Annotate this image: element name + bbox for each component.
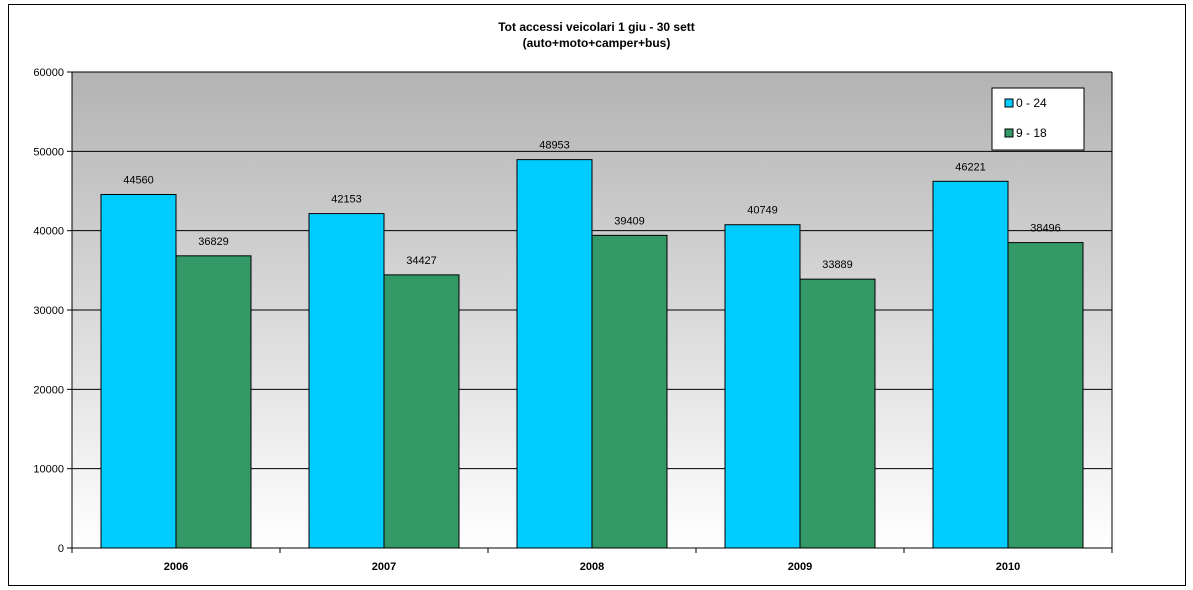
- x-tick-label: 2009: [788, 561, 812, 573]
- y-tick-label: 50000: [33, 146, 64, 158]
- data-label: 39409: [614, 215, 645, 227]
- legend-swatch: [1004, 98, 1014, 108]
- chart-title-line1: Tot accessi veicolari 1 giu - 30 sett: [498, 20, 695, 34]
- legend-label: 0 - 24: [1016, 96, 1047, 110]
- legend-label: 9 - 18: [1016, 126, 1047, 140]
- bar: [308, 213, 385, 549]
- data-label: 46221: [955, 161, 986, 173]
- legend-swatch: [1004, 128, 1014, 138]
- x-tick-label: 2008: [580, 561, 604, 573]
- bar: [516, 159, 593, 549]
- x-tick-label: 2010: [996, 561, 1020, 573]
- data-label: 36829: [198, 236, 229, 248]
- y-tick-label: 20000: [33, 384, 64, 396]
- data-label: 44560: [123, 174, 154, 186]
- bar: [383, 274, 460, 549]
- data-label: 42153: [331, 194, 362, 206]
- bars: 44560 36829 42153 34427 48953 39409 40749 33889…: [100, 140, 1084, 549]
- data-label: 33889: [822, 259, 853, 271]
- data-label: 48953: [539, 140, 570, 152]
- y-tick-label: 30000: [33, 305, 64, 317]
- legend: 0 - 24 9 - 18: [991, 87, 1085, 151]
- data-label: 38496: [1030, 223, 1061, 235]
- axes: 0 10000 20000 30000 40000 50000 60000 2006 2007 2…: [33, 67, 1113, 573]
- bar: [100, 193, 177, 549]
- data-label: 40749: [747, 205, 778, 217]
- data-label: 34427: [406, 255, 437, 267]
- chart-title-line2: (auto+moto+camper+bus): [522, 36, 671, 50]
- bar: [799, 278, 876, 549]
- bar: [932, 180, 1009, 549]
- bar: [175, 255, 252, 549]
- chart-title: Tot accessi veicolari 1 giu - 30 sett (a…: [0, 19, 1193, 51]
- y-tick-label: 40000: [33, 226, 64, 238]
- y-tick-label: 0: [58, 543, 64, 555]
- bar: [591, 234, 668, 549]
- x-tick-label: 2007: [372, 561, 396, 573]
- y-tick-label: 10000: [33, 464, 64, 476]
- y-tick-label: 60000: [33, 67, 64, 79]
- x-tick-label: 2006: [164, 561, 188, 573]
- legend-box: [991, 87, 1085, 151]
- bar: [724, 224, 801, 549]
- bar: [1007, 242, 1084, 549]
